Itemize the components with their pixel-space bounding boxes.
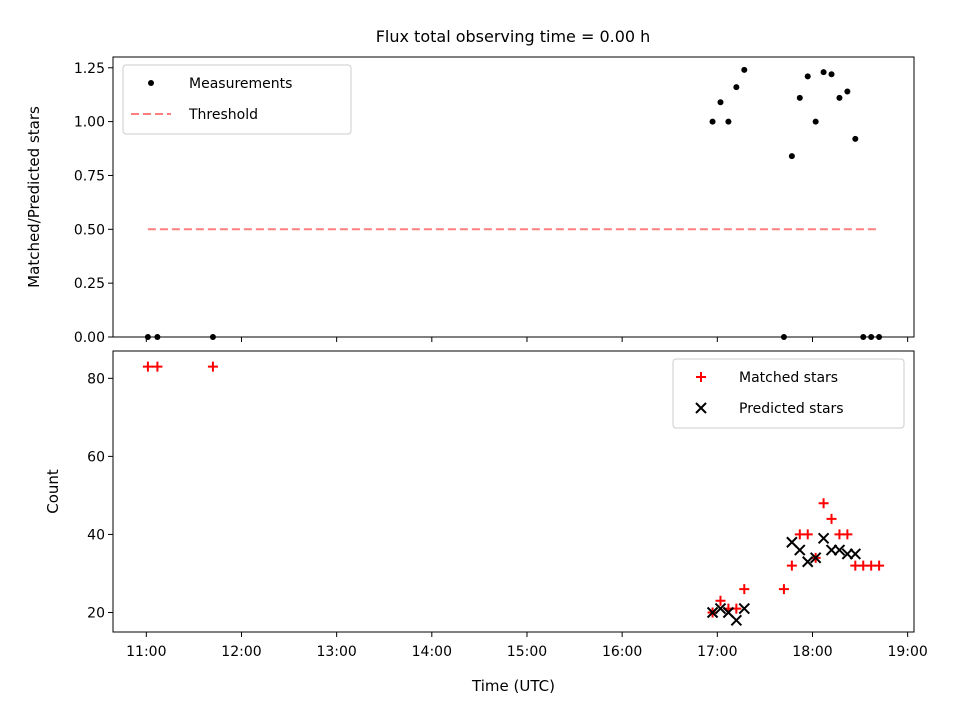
measurement-point bbox=[836, 94, 843, 101]
x-tick-label: 17:00 bbox=[697, 644, 737, 660]
ratio-subplot: 0.00 0.25 0.50 0.75 1.00 1.25 Matched/Predicte… bbox=[25, 56, 915, 346]
legend-matched-swatch bbox=[696, 372, 706, 382]
y-tick-label: 0.00 bbox=[74, 330, 105, 346]
legend-label: Matched stars bbox=[739, 370, 838, 386]
matched-star-marker bbox=[207, 361, 218, 372]
measurement-point bbox=[820, 69, 827, 76]
measurement-point bbox=[741, 66, 748, 73]
y-tick-label: 20 bbox=[87, 605, 105, 621]
legend-frame bbox=[672, 358, 905, 429]
matched-star-marker bbox=[739, 584, 750, 595]
predicted-star-marker bbox=[794, 544, 806, 556]
measurement-point bbox=[852, 135, 859, 142]
x-tick-label: 11:00 bbox=[126, 644, 166, 660]
y-tick-label: 80 bbox=[87, 371, 105, 387]
x-tick-label: 14:00 bbox=[412, 644, 452, 660]
legend-label: Threshold bbox=[188, 107, 258, 123]
predicted-star-marker bbox=[817, 532, 830, 545]
legend-label: Measurements bbox=[189, 76, 292, 92]
measurement-point bbox=[796, 94, 803, 101]
predicted-star-marker bbox=[730, 614, 743, 626]
axes-frame bbox=[112, 350, 915, 633]
x-tick-label: 13:00 bbox=[316, 644, 356, 660]
y-tick-label: 40 bbox=[87, 527, 105, 543]
y-axis-label: Count bbox=[44, 469, 62, 514]
x-tick-label: 18:00 bbox=[792, 644, 832, 660]
predicted-star-marker bbox=[738, 602, 750, 615]
count-subplot: 20 40 60 80 11:00 12:00 13:00 14:00 15:00 16:00 17… bbox=[44, 350, 928, 695]
matched-star-marker bbox=[786, 560, 797, 571]
x-tick-label: 15:00 bbox=[507, 644, 547, 660]
axes-frame bbox=[112, 56, 915, 338]
measurement-point bbox=[788, 153, 795, 160]
measurement-point bbox=[812, 118, 819, 125]
x-tick-label: 19:00 bbox=[887, 644, 927, 660]
legend-label: Predicted stars bbox=[739, 401, 844, 417]
y-tick-label: 0.75 bbox=[74, 168, 105, 184]
matched-star-marker bbox=[152, 361, 163, 372]
matched-star-marker bbox=[778, 584, 789, 595]
matched-star-marker bbox=[874, 560, 885, 571]
chart-title: Flux total observing time = 0.00 h bbox=[376, 27, 651, 46]
measurement-point bbox=[717, 99, 724, 106]
x-tick-label: 12:00 bbox=[221, 644, 261, 660]
legend-frame bbox=[122, 64, 352, 135]
predicted-star-marker bbox=[802, 556, 814, 568]
matched-star-marker bbox=[842, 529, 853, 540]
y-tick-label: 0.50 bbox=[74, 222, 105, 238]
measurement-point bbox=[733, 84, 740, 91]
measurement-point bbox=[828, 71, 835, 78]
matched-star-marker bbox=[802, 529, 813, 540]
y-tick-label: 60 bbox=[87, 449, 105, 465]
y-tick-label: 1.00 bbox=[74, 115, 105, 131]
measurement-point bbox=[709, 118, 716, 125]
predicted-star-marker bbox=[849, 548, 862, 560]
legend-measurement-swatch bbox=[148, 80, 154, 86]
y-axis-label: Matched/Predicted stars bbox=[25, 106, 43, 288]
y-tick-label: 0.25 bbox=[74, 276, 105, 292]
predicted-star-marker bbox=[706, 606, 719, 619]
measurement-point bbox=[725, 118, 732, 125]
matched-star-marker bbox=[142, 361, 153, 372]
measurement-point bbox=[844, 88, 851, 95]
matched-star-marker bbox=[818, 498, 829, 509]
x-tick-label: 16:00 bbox=[602, 644, 642, 660]
x-axis-label: Time (UTC) bbox=[471, 677, 555, 695]
predicted-star-marker bbox=[714, 602, 727, 615]
legend-predicted-swatch bbox=[695, 402, 707, 414]
measurement-point bbox=[804, 73, 811, 80]
predicted-star-marker bbox=[833, 544, 846, 556]
legend: Measurements Threshold bbox=[122, 64, 352, 135]
predicted-star-marker bbox=[809, 552, 822, 564]
y-tick-label: 1.25 bbox=[74, 61, 105, 77]
matched-star-marker bbox=[826, 513, 837, 524]
legend: Matched stars Predicted stars bbox=[672, 358, 905, 429]
matched-star-marker bbox=[715, 595, 726, 606]
